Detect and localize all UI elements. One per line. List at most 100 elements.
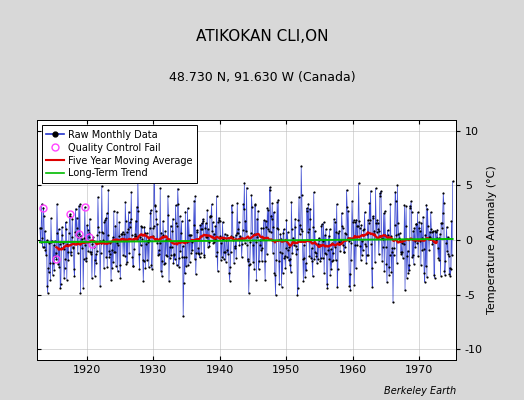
Point: [419, 245, 428, 252]
Point: [135, 250, 143, 257]
Point: [223, 247, 232, 254]
Point: [264, 207, 272, 213]
Point: [205, 239, 213, 246]
Point: [417, 220, 425, 226]
Point: [420, 270, 428, 276]
Point: [426, 234, 434, 240]
Point: [151, 207, 160, 214]
Point: [368, 213, 377, 219]
Point: [109, 258, 117, 265]
Point: [198, 226, 206, 232]
Point: [195, 251, 203, 257]
Point: [188, 239, 196, 245]
Point: [204, 226, 213, 233]
Point: [436, 272, 445, 279]
Point: [117, 236, 125, 242]
Point: [91, 257, 100, 263]
Point: [449, 178, 457, 185]
Text: ATIKOKAN CLI,ON: ATIKOKAN CLI,ON: [196, 29, 328, 44]
Point: [281, 265, 290, 271]
Point: [192, 249, 201, 256]
Point: [133, 204, 141, 210]
Point: [258, 245, 267, 252]
Point: [96, 282, 104, 289]
Point: [63, 241, 71, 248]
Point: [258, 258, 266, 264]
Point: [410, 261, 418, 267]
Point: [417, 262, 425, 268]
Point: [435, 235, 443, 241]
Point: [329, 250, 337, 256]
Point: [397, 248, 405, 255]
Point: [354, 180, 363, 186]
Point: [250, 202, 259, 208]
Point: [57, 245, 66, 252]
Point: [374, 220, 382, 226]
Point: [342, 231, 350, 237]
Point: [324, 232, 333, 239]
Point: [141, 230, 149, 236]
Point: [72, 232, 80, 239]
Point: [201, 220, 210, 226]
Point: [389, 252, 398, 258]
Point: [60, 275, 68, 281]
Point: [233, 230, 241, 236]
Point: [253, 216, 261, 222]
Point: [62, 276, 71, 283]
Point: [146, 210, 155, 216]
Point: [443, 248, 451, 254]
Point: [337, 210, 346, 216]
Point: [187, 250, 195, 256]
Point: [143, 230, 151, 236]
Point: [231, 245, 239, 252]
Point: [68, 216, 77, 222]
Point: [267, 216, 276, 222]
Point: [244, 257, 252, 264]
Point: [246, 260, 254, 267]
Point: [60, 264, 69, 271]
Point: [375, 251, 383, 257]
Point: [261, 217, 270, 224]
Point: [86, 249, 95, 255]
Point: [99, 229, 107, 236]
Point: [415, 218, 423, 225]
Point: [398, 240, 406, 246]
Point: [260, 258, 269, 264]
Point: [286, 262, 294, 268]
Point: [388, 245, 397, 251]
Point: [144, 239, 152, 246]
Point: [185, 259, 194, 265]
Point: [172, 262, 181, 268]
Point: [437, 220, 445, 226]
Point: [45, 240, 53, 246]
Point: [402, 274, 411, 281]
Point: [416, 228, 424, 234]
Point: [290, 242, 298, 248]
Point: [434, 255, 443, 261]
Point: [444, 252, 453, 259]
Point: [301, 273, 309, 280]
Point: [160, 260, 169, 266]
Point: [274, 196, 282, 203]
Point: [358, 252, 366, 258]
Point: [75, 201, 84, 208]
Point: [202, 234, 210, 240]
Point: [225, 270, 233, 276]
Point: [339, 242, 347, 249]
Point: [106, 240, 114, 246]
Legend: Raw Monthly Data, Quality Control Fail, Five Year Moving Average, Long-Term Tren: Raw Monthly Data, Quality Control Fail, …: [41, 125, 197, 183]
Point: [270, 270, 279, 276]
Point: [243, 242, 252, 249]
Point: [401, 287, 409, 294]
Point: [381, 244, 390, 250]
Point: [291, 243, 300, 250]
Point: [134, 208, 143, 214]
Point: [355, 225, 364, 232]
Point: [85, 216, 94, 222]
Point: [136, 242, 145, 249]
Point: [447, 218, 456, 224]
Point: [92, 251, 100, 258]
Point: [385, 272, 394, 278]
Point: [82, 258, 90, 265]
Point: [83, 227, 92, 234]
